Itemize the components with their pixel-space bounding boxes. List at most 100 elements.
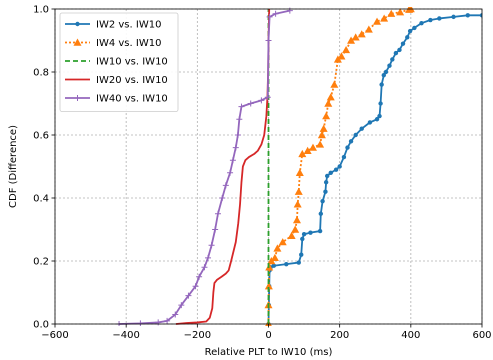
data-point	[298, 149, 307, 158]
data-point	[264, 282, 273, 290]
data-point	[222, 182, 229, 189]
data-point	[238, 103, 245, 110]
legend-marker	[74, 95, 81, 101]
data-point	[320, 198, 325, 204]
data-point	[273, 244, 282, 252]
data-point	[264, 94, 271, 101]
data-point	[377, 113, 382, 119]
data-point	[319, 124, 328, 132]
data-point	[286, 7, 293, 14]
legend-item: IW4 vs. IW10	[65, 38, 161, 49]
data-point	[337, 164, 342, 169]
data-point	[296, 260, 301, 265]
data-point	[292, 216, 301, 224]
data-point	[323, 180, 329, 185]
data-point	[219, 195, 226, 201]
data-point	[172, 311, 179, 318]
data-point	[205, 254, 212, 261]
data-point	[278, 238, 287, 246]
data-point	[387, 63, 392, 68]
data-point	[465, 13, 470, 18]
data-point	[347, 36, 356, 44]
data-point	[400, 41, 406, 46]
data-point	[479, 13, 482, 18]
legend-label: IW20 vs. IW10	[96, 75, 168, 86]
data-point	[341, 154, 347, 160]
data-point	[192, 283, 199, 290]
data-point	[324, 99, 333, 107]
data-point	[428, 17, 433, 23]
x-axis-label: Relative PLT to IW10 (ms)	[205, 347, 333, 358]
data-point	[272, 10, 279, 17]
series-line	[175, 8, 271, 325]
x-tick-label: −400	[112, 330, 139, 341]
data-point	[236, 116, 243, 123]
data-point	[407, 28, 413, 34]
legend-item: IW10 vs. IW10	[65, 57, 168, 68]
y-tick-label: 0.4	[33, 194, 49, 205]
data-point	[271, 263, 277, 268]
x-tick-label: −200	[184, 330, 211, 341]
data-point	[380, 14, 389, 22]
data-point	[374, 117, 380, 122]
legend-item: IW20 vs. IW10	[65, 75, 168, 86]
data-point	[178, 302, 185, 309]
data-point	[390, 57, 395, 62]
data-point	[405, 35, 410, 40]
data-point	[397, 47, 402, 53]
data-point	[317, 131, 326, 139]
x-tick-label: 600	[472, 330, 491, 341]
data-point	[227, 169, 234, 176]
data-point	[185, 292, 192, 299]
data-point	[164, 317, 171, 324]
data-point	[383, 69, 389, 75]
data-point	[330, 80, 339, 88]
data-point	[351, 33, 360, 41]
data-point	[303, 146, 312, 154]
data-point	[323, 189, 328, 194]
data-point	[393, 50, 399, 56]
data-point	[379, 82, 384, 87]
data-point	[337, 52, 346, 60]
legend-marker	[75, 21, 80, 27]
data-point	[301, 232, 307, 237]
y-tick-label: 0.2	[33, 257, 49, 268]
legend-item: IW40 vs. IW10	[65, 94, 168, 105]
data-point	[437, 16, 442, 21]
data-point	[247, 100, 254, 107]
x-tick-label: 0	[265, 330, 271, 341]
data-point	[258, 97, 265, 104]
legend-label: IW4 vs. IW10	[96, 38, 161, 49]
data-point	[367, 120, 373, 125]
data-point	[348, 139, 354, 144]
data-point	[364, 25, 373, 33]
legend-label: IW2 vs. IW10	[96, 20, 161, 31]
data-point	[208, 242, 215, 249]
data-point	[406, 7, 415, 13]
data-point	[299, 252, 304, 257]
data-point	[328, 170, 333, 175]
data-point	[317, 228, 323, 234]
series-lines	[116, 7, 482, 326]
data-point	[295, 168, 304, 176]
legend-label: IW40 vs. IW10	[96, 94, 168, 105]
data-point	[229, 157, 236, 164]
data-point	[451, 14, 456, 20]
x-tick-label: −600	[41, 330, 68, 341]
data-point	[412, 25, 417, 31]
data-point	[357, 30, 366, 38]
data-point	[266, 13, 273, 20]
data-point	[293, 200, 302, 208]
data-point	[155, 319, 162, 326]
data-point	[201, 264, 208, 271]
data-point	[381, 72, 386, 78]
y-tick-label: 0.8	[33, 68, 49, 79]
data-point	[291, 225, 300, 233]
data-point	[396, 8, 405, 16]
y-tick-label: 1.0	[33, 5, 49, 16]
data-point	[287, 231, 296, 239]
data-point	[284, 261, 289, 267]
series-3	[175, 8, 271, 325]
data-point	[318, 211, 324, 216]
